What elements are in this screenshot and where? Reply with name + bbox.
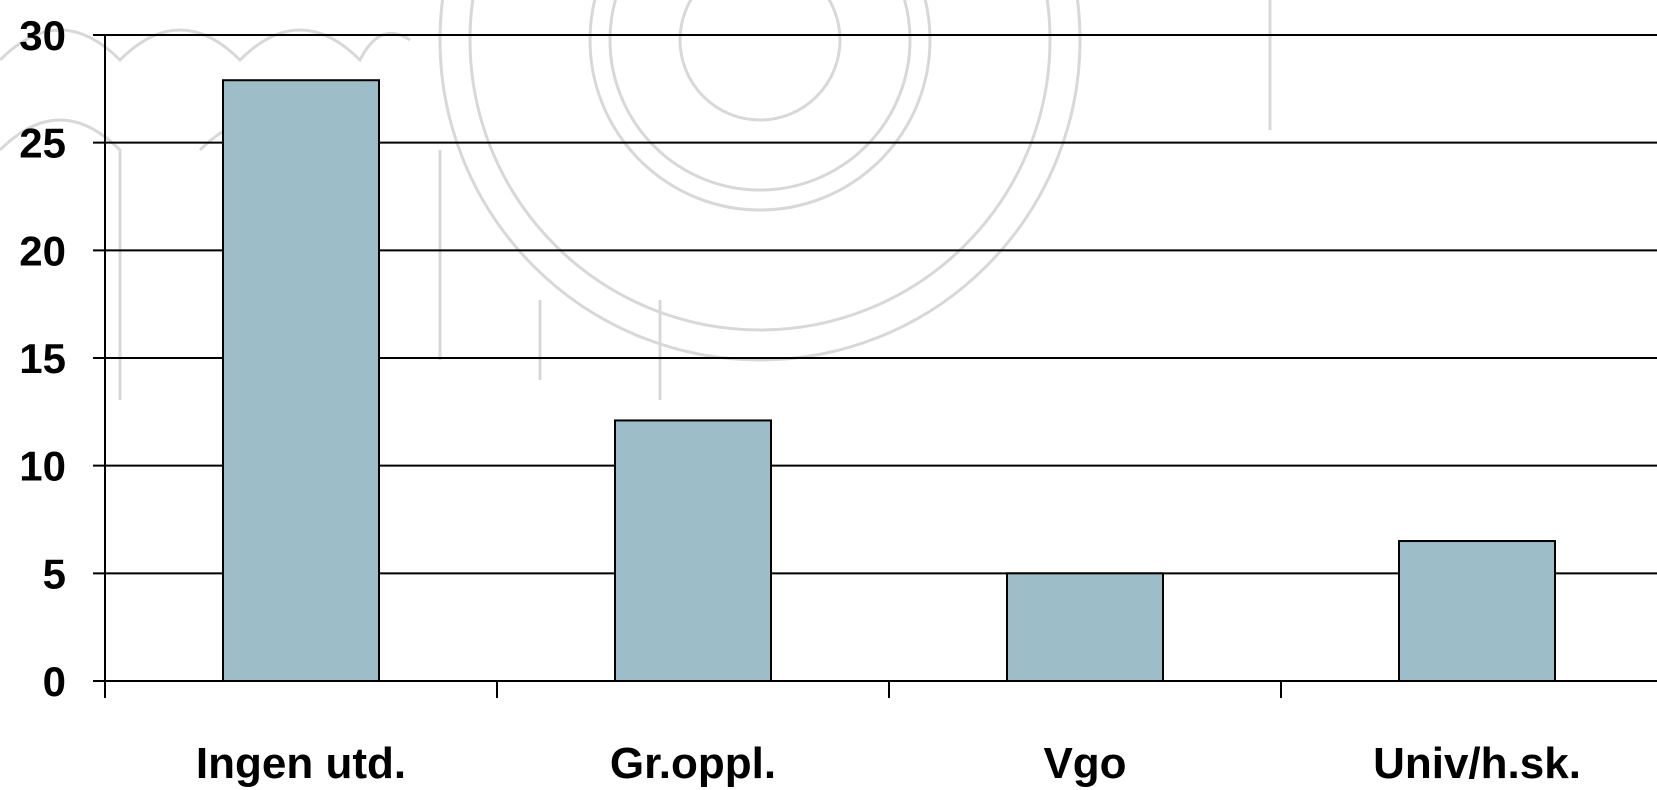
bars bbox=[222, 79, 1556, 683]
x-tick-labels: Ingen utd. Gr.oppl. Vgo Univ/h.sk. bbox=[196, 739, 1581, 788]
y-tick-label: 5 bbox=[43, 550, 66, 597]
y-tick-label: 15 bbox=[19, 335, 66, 382]
bar bbox=[1398, 540, 1556, 682]
y-tick-labels: 0 5 10 15 20 25 30 bbox=[19, 12, 66, 705]
bar bbox=[1006, 572, 1164, 682]
watermark-seal bbox=[0, 0, 1272, 400]
bar bbox=[222, 79, 380, 683]
x-category-label: Vgo bbox=[1043, 739, 1126, 788]
y-tick-label: 25 bbox=[19, 120, 66, 167]
x-category-label: Univ/h.sk. bbox=[1373, 739, 1581, 788]
axes bbox=[104, 35, 1282, 698]
y-tick-label: 10 bbox=[19, 443, 66, 490]
bar bbox=[614, 419, 772, 682]
y-tick-label: 20 bbox=[19, 227, 66, 274]
x-category-label: Gr.oppl. bbox=[610, 739, 776, 788]
y-tick-label: 0 bbox=[43, 658, 66, 705]
x-category-label: Ingen utd. bbox=[196, 739, 406, 788]
y-tick-label: 30 bbox=[19, 12, 66, 59]
